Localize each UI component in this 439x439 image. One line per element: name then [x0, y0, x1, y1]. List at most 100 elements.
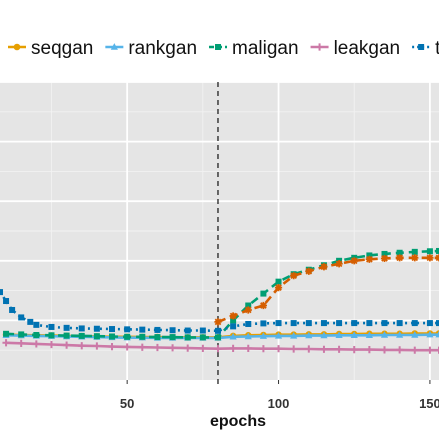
- data-point: [411, 320, 418, 327]
- data-point: [199, 334, 206, 341]
- legend-item-leakgan: leakgan: [310, 38, 401, 59]
- data-point: [63, 332, 70, 339]
- data-point: [275, 278, 282, 285]
- data-point: [3, 330, 10, 337]
- data-point: [396, 331, 404, 338]
- data-point: [426, 346, 434, 354]
- data-point: [93, 333, 100, 340]
- data-point: [320, 263, 328, 271]
- data-point: [32, 340, 40, 348]
- data-point: [199, 344, 207, 353]
- data-point: [350, 257, 358, 265]
- data-point: [13, 43, 21, 51]
- data-point: [123, 343, 131, 351]
- legend-label: seqgan: [31, 38, 93, 59]
- data-point: [244, 306, 252, 314]
- data-point: [3, 298, 10, 305]
- data-point: [33, 332, 40, 339]
- data-point: [274, 331, 283, 339]
- data-point: [154, 326, 161, 333]
- data-point: [229, 312, 237, 320]
- data-point: [320, 320, 327, 327]
- legend-item-seqgan: seqgan: [8, 38, 93, 59]
- data-point: [260, 290, 267, 297]
- data-point: [418, 44, 425, 50]
- data-point: [290, 320, 297, 327]
- legend-item-te: te: [412, 38, 439, 59]
- data-point: [245, 320, 252, 327]
- data-point: [320, 345, 328, 353]
- data-point: [380, 254, 389, 263]
- data-point: [214, 345, 222, 353]
- data-point: [108, 343, 116, 351]
- data-point: [259, 332, 267, 339]
- data-point: [109, 333, 116, 340]
- data-point: [184, 344, 192, 352]
- data-point: [366, 320, 373, 327]
- data-point: [290, 331, 298, 339]
- data-point: [245, 302, 252, 309]
- legend-item-maligan: maligan: [209, 38, 299, 59]
- data-point: [305, 267, 313, 275]
- data-point: [411, 248, 418, 255]
- data-point: [411, 331, 419, 338]
- data-point: [426, 254, 434, 262]
- data-point: [18, 331, 25, 338]
- data-point: [168, 344, 177, 352]
- data-point: [230, 317, 237, 324]
- data-point: [380, 331, 389, 338]
- data-point: [109, 326, 116, 333]
- data-point: [305, 320, 312, 327]
- data-point: [436, 320, 439, 327]
- data-point: [435, 346, 439, 354]
- data-point: [169, 327, 176, 334]
- data-point: [335, 331, 343, 338]
- data-point: [229, 332, 237, 340]
- x-tick-label: 150: [419, 396, 439, 411]
- data-point: [78, 325, 85, 332]
- data-point: [124, 326, 131, 333]
- data-point: [380, 346, 389, 354]
- series-te: [0, 289, 439, 334]
- data-point: [244, 344, 252, 353]
- x-axis-title: epochs: [210, 413, 266, 430]
- data-point: [435, 330, 439, 338]
- data-point: [350, 331, 358, 338]
- series-line: [217, 256, 439, 324]
- data-point: [365, 255, 373, 263]
- data-point: [0, 289, 3, 296]
- data-point: [411, 254, 419, 262]
- data-point: [381, 320, 388, 327]
- data-point: [274, 345, 283, 353]
- data-point: [290, 272, 298, 280]
- data-point: [436, 247, 439, 254]
- data-point: [214, 327, 221, 334]
- data-point: [426, 248, 433, 255]
- data-point: [396, 346, 404, 354]
- data-point: [411, 346, 419, 354]
- data-point: [320, 331, 328, 339]
- data-point: [366, 252, 373, 259]
- data-point: [305, 345, 313, 353]
- data-point: [153, 343, 162, 352]
- data-point: [365, 331, 373, 338]
- data-point: [259, 301, 267, 310]
- data-point: [315, 43, 324, 51]
- data-point: [93, 325, 100, 332]
- data-point: [229, 344, 237, 353]
- legend-label: leakgan: [334, 38, 401, 59]
- data-point: [230, 323, 237, 330]
- data-point: [184, 327, 191, 334]
- data-point: [2, 339, 10, 347]
- grid-minor: [0, 82, 439, 380]
- data-point: [426, 330, 434, 338]
- data-point: [214, 334, 221, 341]
- legend-item-rankgan: rankgan: [105, 38, 197, 59]
- data-point: [138, 343, 146, 351]
- data-point: [27, 318, 34, 325]
- data-point: [396, 320, 403, 327]
- legend-label: rankgan: [128, 38, 197, 59]
- x-tick-label: 50: [120, 396, 134, 411]
- data-point: [154, 334, 161, 341]
- legend-label: maligan: [232, 38, 299, 59]
